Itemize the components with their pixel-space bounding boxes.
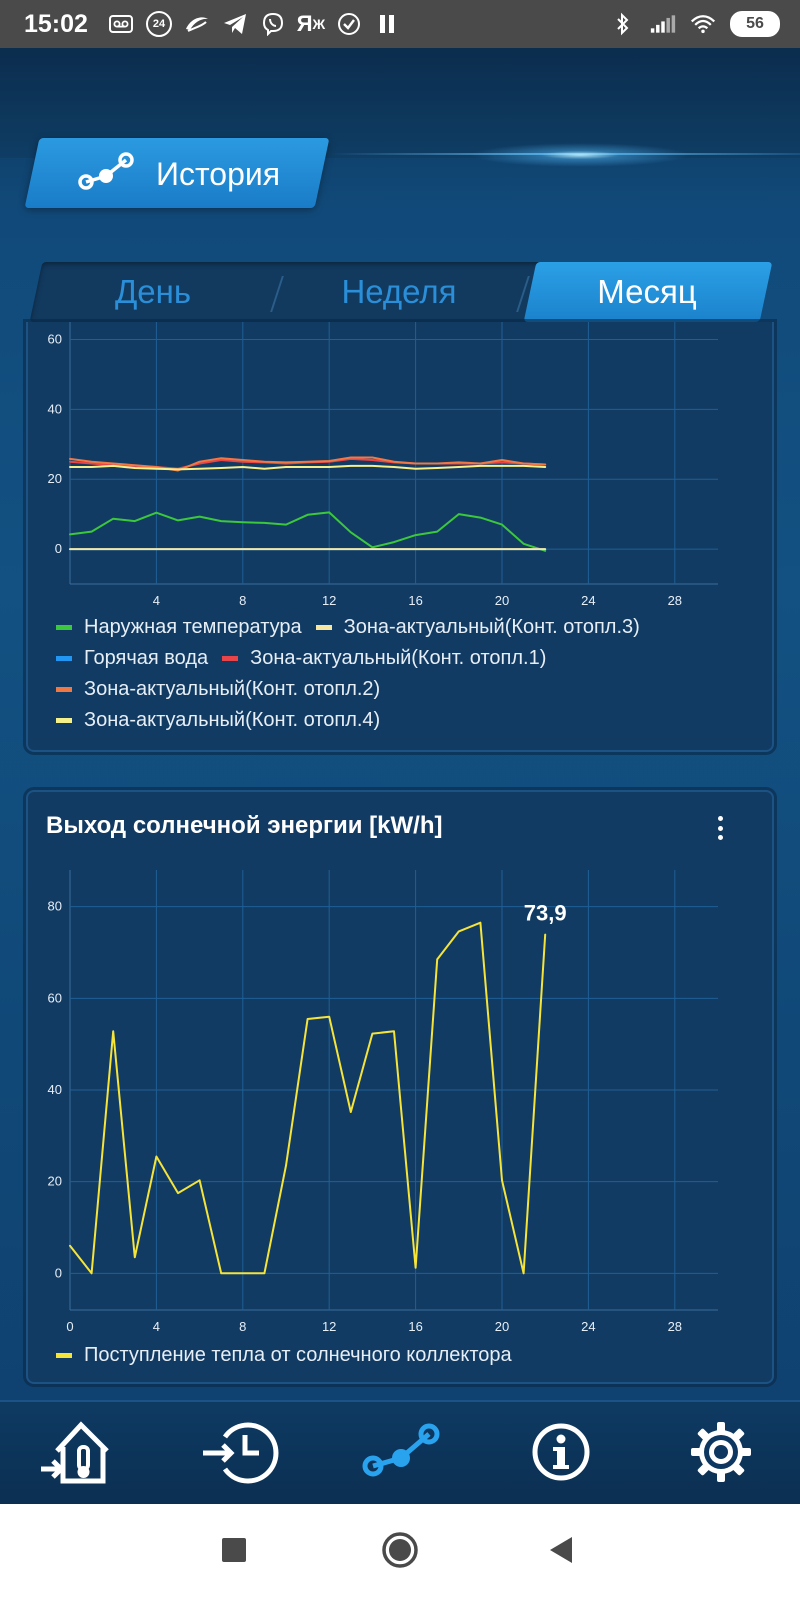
x-tick-label: 24 bbox=[581, 1319, 595, 1334]
data-label-last-value: 73,9 bbox=[524, 901, 567, 926]
more-options-icon[interactable] bbox=[708, 810, 732, 846]
y-tick-label: 40 bbox=[48, 401, 62, 416]
x-tick-label: 28 bbox=[668, 593, 682, 608]
solar-chart-legend: Поступление тепла от солнечного коллекто… bbox=[56, 1340, 526, 1371]
legend-item-outdoor: Наружная температура bbox=[56, 616, 302, 639]
bluetooth-icon bbox=[610, 11, 636, 37]
temperature-chart: 4 8 12 16 20 24 28 0 20 40 60 bbox=[48, 322, 718, 608]
legend-item-solar-collector: Поступление тепла от солнечного коллекто… bbox=[56, 1344, 512, 1367]
battery-indicator: 56 bbox=[730, 11, 780, 37]
signal-icon bbox=[650, 11, 676, 37]
decorative-glow bbox=[470, 143, 690, 167]
legend-label: Горячая вода bbox=[84, 647, 209, 669]
y-tick-label: 60 bbox=[48, 990, 62, 1005]
legend-item-zone2: Зона-актуальный(Конт. отопл.2) bbox=[56, 678, 380, 701]
recent-apps-button[interactable] bbox=[214, 1532, 254, 1572]
y-tick-label: 0 bbox=[55, 1265, 62, 1280]
solar-chart: 0 4 8 12 16 20 24 28 0 20 40 60 80 73,9 bbox=[48, 870, 718, 1334]
legend-swatch bbox=[222, 656, 239, 661]
page-header: История bbox=[78, 148, 280, 200]
legend-swatch bbox=[56, 1353, 72, 1358]
legend-swatch bbox=[56, 656, 72, 661]
x-tick-label: 4 bbox=[153, 1319, 160, 1334]
badge-24-icon: 24 bbox=[145, 11, 172, 37]
system-navigation-bar bbox=[0, 1504, 800, 1600]
series-line-0 bbox=[69, 511, 547, 552]
history-graph-icon bbox=[78, 151, 134, 197]
legend-swatch bbox=[56, 718, 72, 723]
x-tick-label: 0 bbox=[66, 1319, 73, 1334]
nav-info[interactable] bbox=[516, 1414, 606, 1494]
x-tick-label: 12 bbox=[322, 593, 336, 608]
x-tick-label: 24 bbox=[581, 593, 595, 608]
legend-label: Зона-актуальный(Конт. отопл.4) bbox=[84, 709, 381, 731]
page-title: История bbox=[156, 155, 281, 192]
y-tick-label: 40 bbox=[48, 1082, 62, 1097]
series-line-5 bbox=[69, 464, 547, 471]
wifi-icon bbox=[690, 11, 716, 37]
triangle-back-icon bbox=[548, 1535, 576, 1570]
legend-item-zone4: Зона-актуальный(Конт. отопл.4) bbox=[56, 709, 380, 732]
status-time: 15:02 bbox=[24, 9, 88, 38]
x-tick-label: 28 bbox=[668, 1319, 682, 1334]
clock-history-icon bbox=[201, 1417, 281, 1492]
tab-month[interactable]: Месяц bbox=[597, 273, 697, 310]
legend-swatch bbox=[315, 625, 332, 630]
legend-item-hotwater: Горячая вода bbox=[56, 647, 208, 670]
info-icon bbox=[529, 1420, 593, 1489]
y-tick-label: 80 bbox=[48, 899, 62, 914]
nav-schedule[interactable] bbox=[196, 1414, 286, 1494]
legend-label: Зона-актуальный(Конт. отопл.2) bbox=[84, 678, 381, 700]
x-tick-label: 12 bbox=[322, 1319, 336, 1334]
legend-label: Зона-актуальный(Конт. отопл.1) bbox=[250, 647, 547, 669]
nav-home-temperature[interactable] bbox=[36, 1414, 126, 1494]
legend-item-zone1: Зона-актуальный(Конт. отопл.1) bbox=[222, 647, 546, 670]
house-thermometer-icon bbox=[39, 1417, 123, 1492]
x-tick-label: 20 bbox=[495, 593, 509, 608]
viber-icon bbox=[260, 11, 286, 37]
legend-label: Зона-актуальный(Конт. отопл.3) bbox=[343, 616, 640, 638]
tab-day[interactable]: День bbox=[114, 273, 192, 310]
graph-icon bbox=[361, 1422, 441, 1487]
back-button[interactable] bbox=[542, 1532, 582, 1572]
gear-icon bbox=[689, 1420, 753, 1489]
x-tick-label: 16 bbox=[408, 593, 422, 608]
series-line-0 bbox=[69, 921, 547, 1275]
legend-label: Наружная температура bbox=[84, 616, 302, 638]
legend-item-zone3: Зона-актуальный(Конт. отопл.3) bbox=[315, 616, 640, 639]
nav-history[interactable] bbox=[356, 1414, 446, 1494]
square-icon bbox=[220, 1536, 248, 1569]
telegram-icon bbox=[222, 11, 248, 37]
tab-week[interactable]: Неделя bbox=[341, 273, 457, 310]
check-circle-icon bbox=[336, 11, 362, 37]
temperature-chart-legend: Наружная температура Зона-актуальный(Кон… bbox=[56, 612, 654, 736]
leaf-app-icon bbox=[184, 11, 210, 37]
temperature-chart-card bbox=[26, 322, 774, 752]
y-tick-label: 0 bbox=[55, 541, 62, 556]
series-line-3 bbox=[69, 456, 547, 472]
pause-icon bbox=[374, 11, 400, 37]
home-button[interactable] bbox=[380, 1531, 420, 1574]
y-tick-label: 20 bbox=[48, 471, 62, 486]
x-tick-label: 20 bbox=[495, 1319, 509, 1334]
x-tick-label: 8 bbox=[239, 593, 246, 608]
bottom-navigation bbox=[0, 1400, 800, 1504]
legend-swatch bbox=[56, 687, 72, 692]
voicemail-icon bbox=[108, 11, 134, 37]
circle-icon bbox=[381, 1531, 419, 1574]
x-tick-label: 16 bbox=[408, 1319, 422, 1334]
y-tick-label: 60 bbox=[48, 331, 62, 346]
legend-label: Поступление тепла от солнечного коллекто… bbox=[84, 1344, 512, 1366]
legend-swatch bbox=[56, 625, 72, 630]
nav-settings[interactable] bbox=[676, 1414, 766, 1494]
x-tick-label: 4 bbox=[153, 593, 160, 608]
y-tick-label: 20 bbox=[48, 1174, 62, 1189]
solar-chart-title: Выход солнечной энергии [kW/h] bbox=[46, 812, 443, 839]
x-tick-label: 8 bbox=[239, 1319, 246, 1334]
